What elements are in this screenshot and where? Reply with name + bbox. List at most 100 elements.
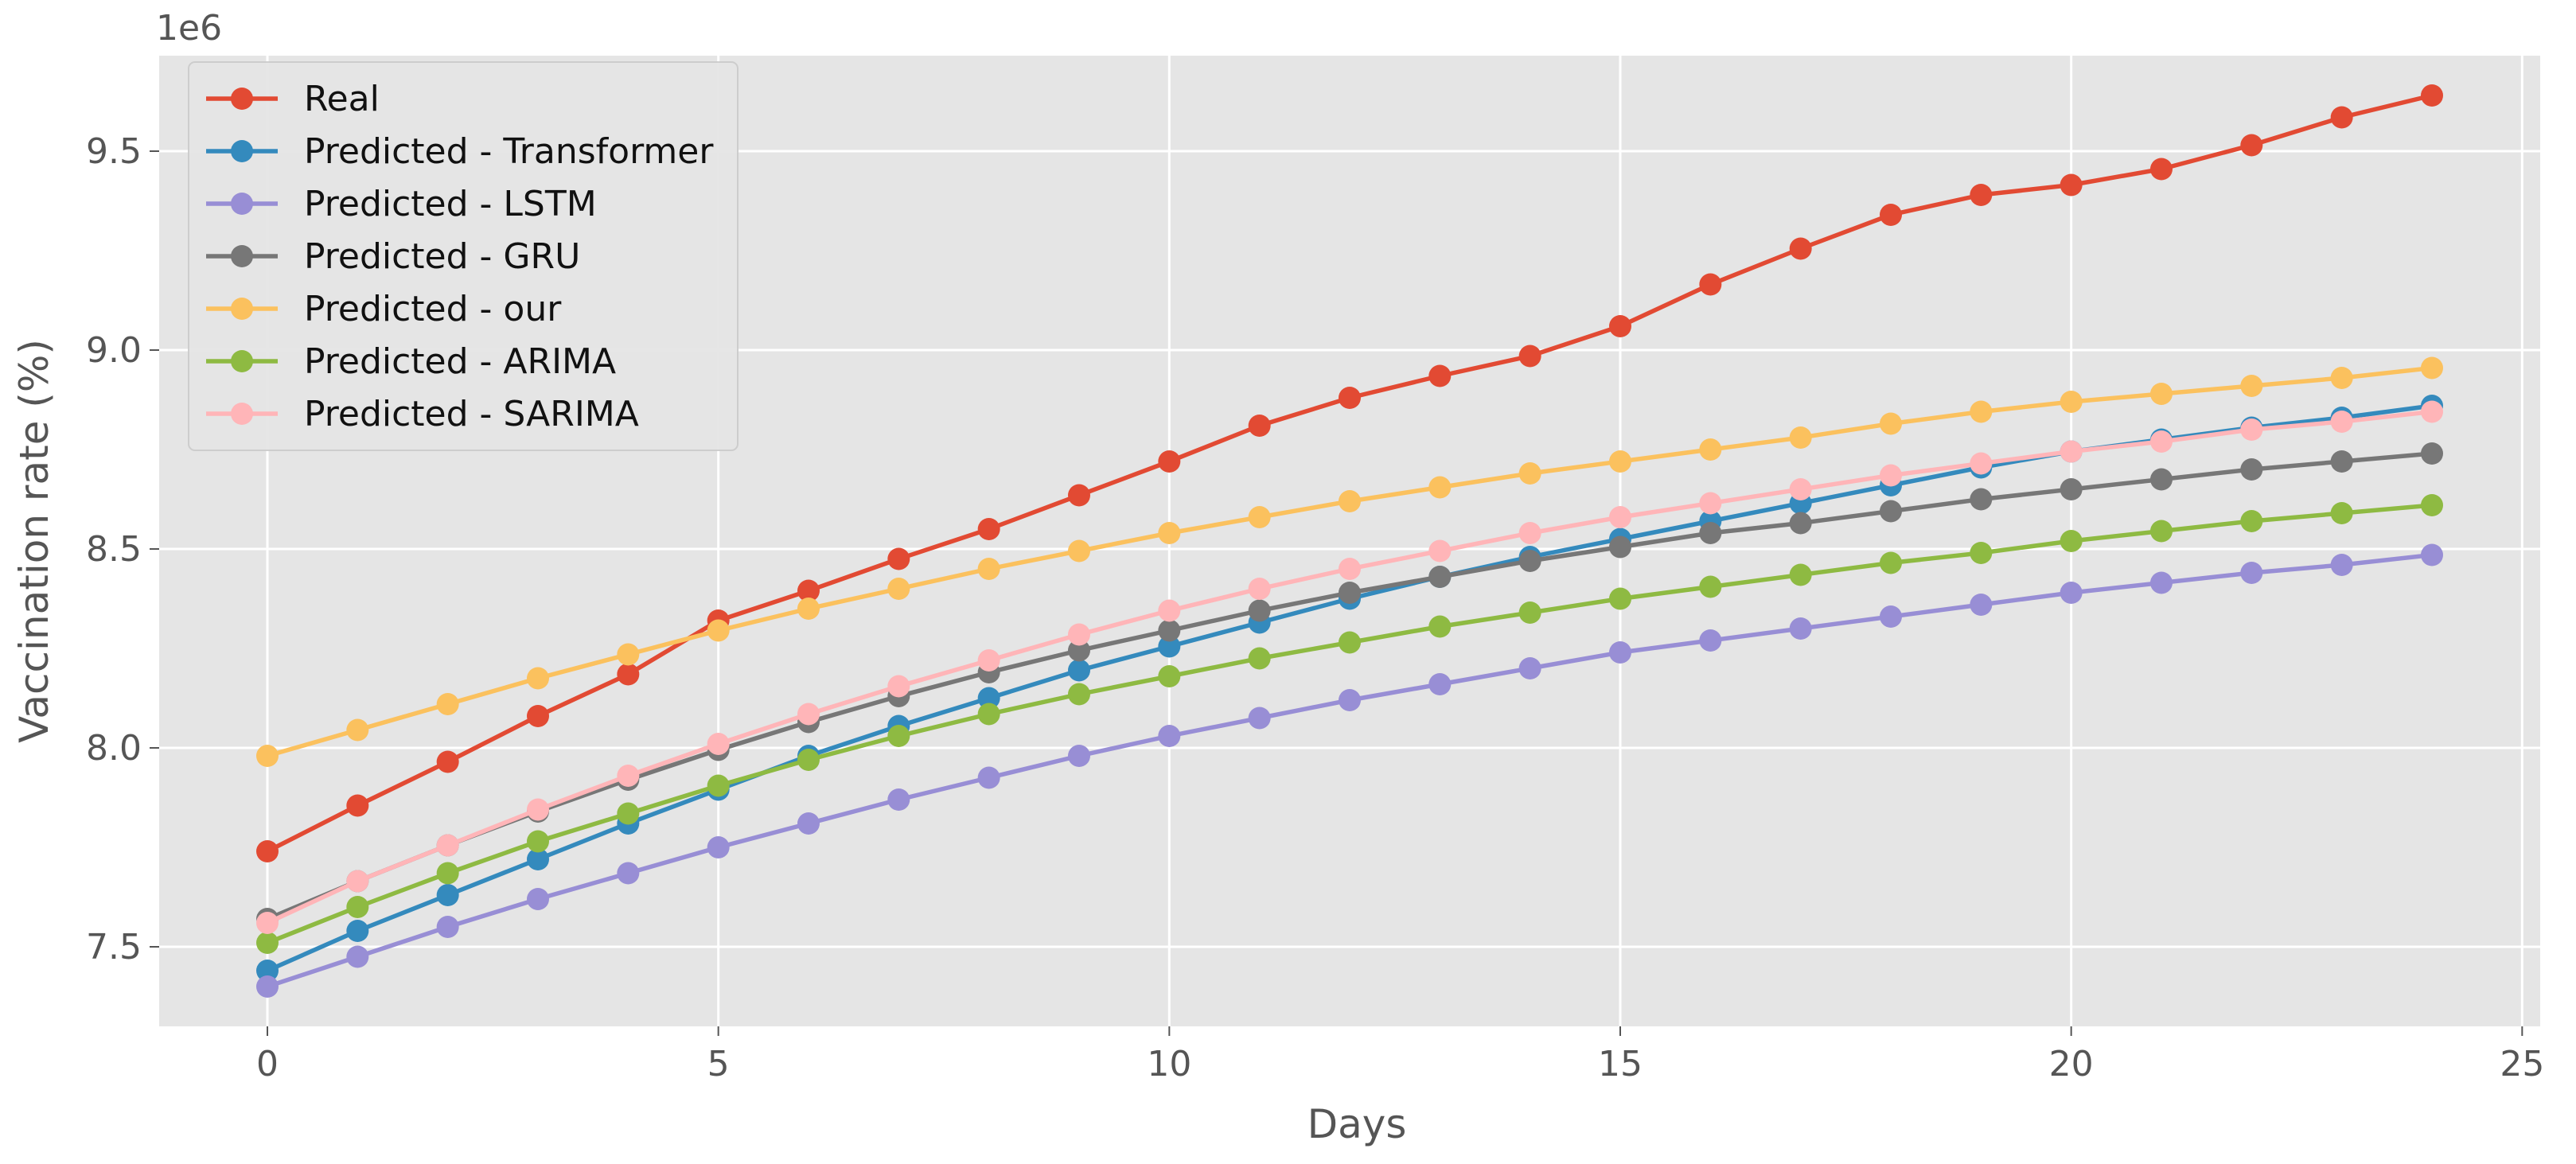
data-point-predicted-arima <box>1248 647 1271 670</box>
data-point-predicted-lstm <box>1609 641 1631 664</box>
data-point-predicted-lstm <box>1880 605 1902 628</box>
data-point-real <box>2240 134 2263 157</box>
data-point-predicted-our <box>707 619 730 642</box>
data-point-predicted-sarima <box>707 733 730 755</box>
data-point-predicted-arima <box>887 725 910 747</box>
data-point-predicted-gru <box>1068 639 1090 662</box>
data-point-predicted-lstm <box>2240 562 2263 584</box>
data-point-real <box>1609 315 1631 337</box>
x-axis-label: Days <box>1307 1101 1407 1147</box>
data-point-real <box>2330 106 2353 129</box>
data-point-predicted-sarima <box>887 675 910 698</box>
data-point-predicted-lstm <box>1339 689 1361 711</box>
data-point-real <box>617 663 640 686</box>
data-point-predicted-arima <box>1068 683 1090 706</box>
legend-box <box>188 61 739 451</box>
data-point-real <box>1970 184 1993 206</box>
data-point-predicted-arima <box>1518 601 1541 624</box>
data-point-predicted-gru <box>1789 512 1812 535</box>
data-point-predicted-our <box>797 598 820 620</box>
data-point-predicted-arima <box>1880 551 1902 574</box>
data-point-predicted-arima <box>1158 665 1181 687</box>
legend-label-predicted-transformer: Predicted - Transformer <box>304 131 714 172</box>
series-predicted-arima <box>256 494 2443 954</box>
data-point-predicted-sarima <box>1970 452 1993 475</box>
y-tick-label: 9.5 <box>86 131 142 172</box>
data-point-predicted-our <box>527 667 549 690</box>
y-axis-label: Vaccination rate (%) <box>11 339 57 743</box>
data-point-predicted-lstm <box>436 916 459 938</box>
data-point-predicted-gru <box>1699 522 1722 544</box>
legend-label-real: Real <box>304 79 380 119</box>
data-point-predicted-transformer <box>346 920 369 942</box>
data-point-predicted-arima <box>2240 510 2263 532</box>
data-point-real <box>256 840 279 862</box>
data-point-predicted-sarima <box>2240 418 2263 441</box>
data-point-predicted-arima <box>1428 615 1452 638</box>
data-point-predicted-gru <box>1158 619 1181 642</box>
legend-swatch-marker-predicted-arima <box>231 350 253 372</box>
data-point-predicted-gru <box>2421 442 2443 465</box>
data-point-predicted-lstm <box>797 812 820 835</box>
data-point-predicted-lstm <box>977 766 1000 789</box>
data-point-real <box>436 750 459 773</box>
legend-label-predicted-sarima: Predicted - SARIMA <box>304 394 639 434</box>
data-point-predicted-sarima <box>1518 522 1541 544</box>
data-point-predicted-sarima <box>1248 578 1271 600</box>
x-tick-label: 25 <box>2500 1044 2544 1084</box>
data-point-predicted-arima <box>977 703 1000 726</box>
x-tick-label: 10 <box>1147 1044 1191 1084</box>
data-point-predicted-our <box>2330 367 2353 389</box>
data-point-predicted-our <box>887 578 910 600</box>
y-tick-label: 8.0 <box>86 728 142 769</box>
data-point-predicted-our <box>1518 462 1541 485</box>
data-point-predicted-gru <box>1248 599 1271 622</box>
data-point-predicted-our <box>1339 490 1361 512</box>
data-point-predicted-arima <box>1789 563 1812 586</box>
data-point-real <box>2150 158 2173 181</box>
data-point-predicted-arima <box>2150 520 2173 543</box>
x-tick-label: 15 <box>1598 1044 1643 1084</box>
data-point-predicted-our <box>1158 522 1181 544</box>
data-point-predicted-our <box>977 558 1000 580</box>
x-tick-label: 20 <box>2049 1044 2094 1084</box>
data-point-predicted-sarima <box>436 834 459 857</box>
x-tick-label: 0 <box>256 1044 279 1084</box>
data-point-predicted-sarima <box>2421 400 2443 423</box>
data-point-predicted-sarima <box>1789 478 1812 500</box>
y-tick-label: 9.0 <box>86 330 142 371</box>
data-point-predicted-arima <box>707 774 730 797</box>
data-point-real <box>2421 84 2443 107</box>
data-point-predicted-transformer <box>256 960 279 982</box>
data-point-predicted-arima <box>1970 542 1993 564</box>
series-lines <box>256 84 2443 998</box>
data-point-predicted-transformer <box>1158 635 1181 658</box>
data-point-predicted-arima <box>256 932 279 954</box>
data-point-predicted-our <box>2421 356 2443 380</box>
data-point-real <box>346 794 369 817</box>
legend-swatch-marker-predicted-sarima <box>231 403 253 425</box>
y-tick-label: 7.5 <box>86 927 142 967</box>
data-point-real <box>1339 387 1361 409</box>
data-point-predicted-transformer <box>527 848 549 870</box>
data-point-predicted-lstm <box>1518 657 1541 679</box>
data-point-predicted-arima <box>1609 587 1631 610</box>
y-axis-ticks: 7.5 8.0 8.5 9.0 9.5 <box>86 131 159 967</box>
data-point-predicted-sarima <box>797 703 820 726</box>
data-point-predicted-lstm <box>617 862 640 885</box>
data-point-predicted-our <box>1068 539 1090 563</box>
data-point-predicted-lstm <box>2150 571 2173 594</box>
data-point-predicted-arima <box>436 862 459 885</box>
data-point-predicted-our <box>1248 506 1271 528</box>
legend-label-predicted-lstm: Predicted - LSTM <box>304 184 597 224</box>
data-point-predicted-sarima <box>1428 539 1452 563</box>
data-point-predicted-sarima <box>1158 599 1181 622</box>
data-point-predicted-sarima <box>2330 411 2353 433</box>
data-point-predicted-gru <box>1428 566 1452 588</box>
data-point-predicted-sarima <box>617 765 640 787</box>
data-point-predicted-gru <box>1609 535 1631 559</box>
y-tick-label: 8.5 <box>86 529 142 570</box>
data-point-predicted-sarima <box>527 798 549 821</box>
series-predicted-sarima <box>256 400 2443 934</box>
data-point-real <box>1789 237 1812 260</box>
